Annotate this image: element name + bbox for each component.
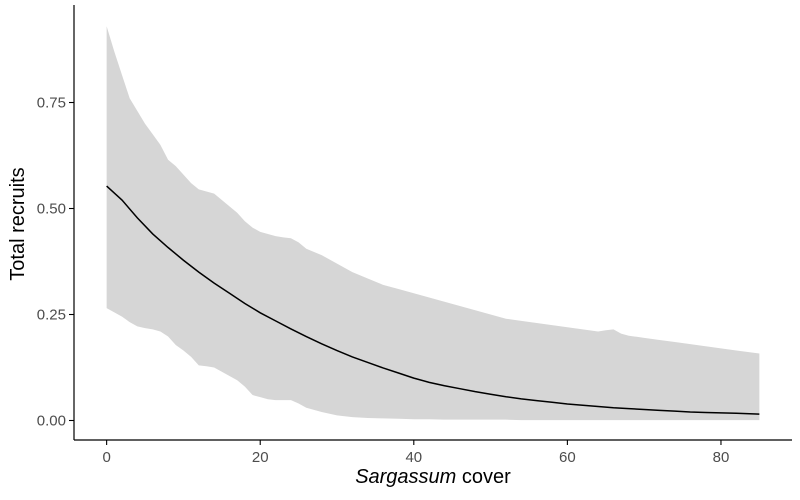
y-tick-label: 0.75 <box>37 95 66 112</box>
x-tick-label: 20 <box>252 449 269 466</box>
x-tick-label: 0 <box>102 449 110 466</box>
y-tick-label: 0.00 <box>37 412 66 429</box>
plot-area <box>106 26 760 421</box>
y-axis-title: Total recruits <box>7 167 29 280</box>
y-axis-ticks: 0.00 0.25 0.50 0.75 <box>37 95 74 429</box>
x-axis-ticks: 0 20 40 60 80 <box>102 440 729 466</box>
confidence-ribbon <box>106 26 760 421</box>
x-tick-label: 80 <box>713 449 730 466</box>
x-tick-label: 60 <box>559 449 576 466</box>
x-axis-title-italic: Sargassum <box>355 466 456 488</box>
y-tick-label: 0.25 <box>37 307 66 324</box>
x-tick-label: 40 <box>405 449 422 466</box>
y-tick-label: 0.50 <box>37 201 66 218</box>
x-axis-title-rest: cover <box>456 466 511 488</box>
fitted-line <box>106 185 760 415</box>
x-axis-title: Sargassum cover <box>355 466 511 488</box>
